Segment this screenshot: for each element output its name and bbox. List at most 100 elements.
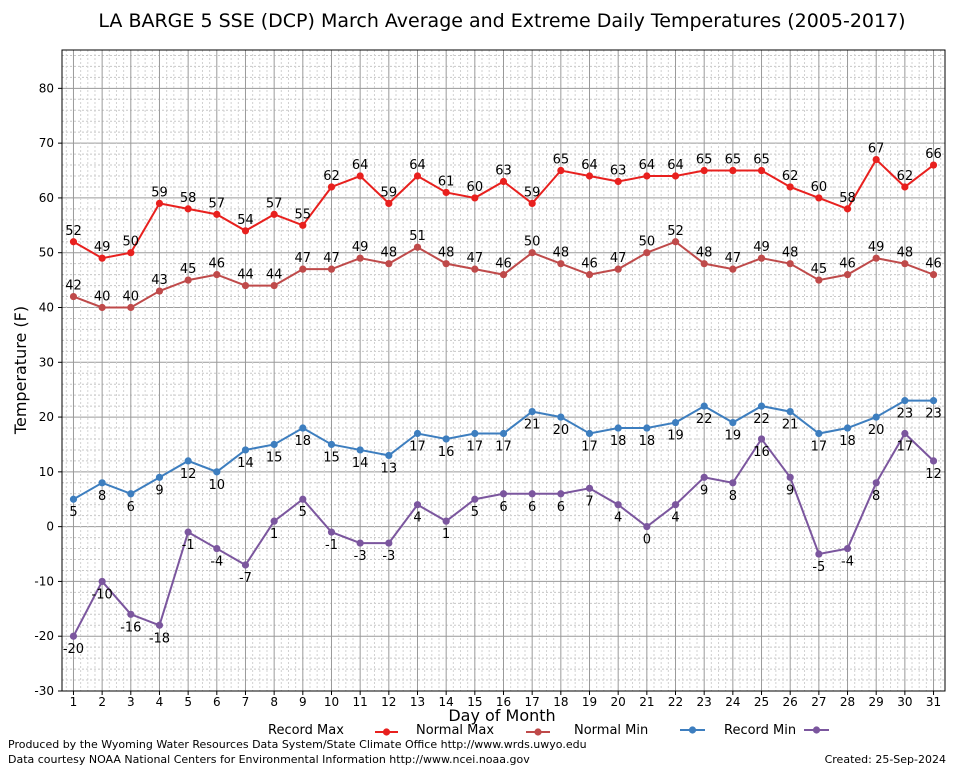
x-tick-label: 29 [869,695,884,709]
x-tick-label: 25 [754,695,769,709]
data-label: 48 [696,246,713,261]
data-point [528,249,536,257]
data-label: 14 [352,456,369,471]
data-point [442,435,450,443]
data-label: 8 [729,489,737,504]
data-point [327,265,336,273]
data-label: 54 [237,213,254,228]
data-label: 65 [753,153,770,168]
data-label: 65 [725,153,742,168]
y-tick-label: 0 [46,520,54,534]
data-label: 64 [581,158,598,173]
data-point [499,429,508,438]
data-point [643,249,651,257]
data-point [127,610,135,618]
x-tick-label: 3 [127,695,135,709]
data-label: 50 [524,235,541,250]
x-tick-label: 24 [725,695,740,709]
data-point [757,402,766,410]
x-tick-label: 7 [242,695,250,709]
data-point [872,479,880,487]
data-point [184,205,192,213]
data-label: 47 [610,251,627,266]
data-label: -10 [92,587,113,602]
data-point [213,210,221,218]
legend-label: Record Min [724,723,796,738]
data-point [471,429,479,438]
data-label: 4 [671,511,679,526]
series-normal-max: 42 40 40 43 45 46 44 44 47 47 49 48 51 48 47 46 50 48 46 47… [65,224,942,312]
x-tick-label: 22 [668,695,683,709]
data-point [872,254,880,262]
data-point [729,166,737,175]
data-point [413,501,422,509]
data-point [98,303,106,312]
data-label: 16 [438,445,455,460]
data-point [442,260,450,268]
data-label: 47 [323,251,340,266]
x-tick-label: 15 [467,695,482,709]
data-point [643,424,651,432]
data-point [127,249,135,257]
data-point [786,260,794,268]
data-label: 43 [151,273,168,288]
data-point [213,468,221,476]
data-label: 52 [65,224,82,239]
x-axis-label: Day of Month [448,706,555,725]
data-label: 64 [639,158,656,173]
data-label: 12 [925,467,942,482]
legend-swatch-marker [688,726,697,734]
y-tick-label: -10 [34,574,54,588]
data-point [69,632,78,640]
data-label: 48 [381,246,398,261]
data-label: 66 [925,147,942,162]
data-label: 17 [409,440,426,455]
data-point [385,199,393,208]
data-point [757,435,766,443]
data-label: 44 [237,268,254,283]
data-label: 63 [610,163,627,178]
data-point [241,227,250,235]
data-point [69,495,78,503]
x-tick-label: 6 [213,695,221,709]
data-label: 17 [467,440,484,455]
y-tick-label: 30 [39,355,54,369]
data-point [270,281,278,290]
data-label: 46 [209,257,226,272]
data-point [614,501,622,509]
data-point [643,172,651,180]
x-tick-label: 23 [697,695,712,709]
y-tick-label: -20 [34,629,54,643]
data-label: 10 [209,478,226,493]
data-label: -18 [149,631,170,646]
data-label: -20 [63,642,84,657]
grid [62,50,945,691]
data-label: 65 [696,153,713,168]
data-point [356,539,364,547]
data-label: 59 [151,185,168,200]
y-tick-label: 60 [39,191,54,205]
x-tick-label: 4 [156,695,164,709]
data-point [700,402,708,410]
x-tick-label: 8 [270,695,278,709]
data-point [901,397,909,405]
data-label: 47 [467,251,484,266]
data-point [729,265,737,273]
data-point [929,397,938,405]
data-label: 52 [667,224,684,239]
data-label: 14 [237,456,254,471]
data-label: 17 [495,440,512,455]
data-point [643,523,651,531]
data-label: 9 [700,483,708,498]
data-point [69,238,78,246]
data-point [499,177,508,186]
y-tick-label: 20 [39,410,54,424]
data-point [241,561,250,569]
series-normal-min: 5 8 6 9 12 10 14 15 18 15 14 13 17 16 17 17 21 20 17 18 18 19… [69,397,942,520]
data-label: 48 [438,246,455,261]
data-point [786,407,794,416]
data-label: 13 [381,461,398,476]
data-label: 21 [524,418,541,433]
data-point [385,451,393,460]
footer-produced-by: Produced by the Wyoming Water Resources … [8,738,587,751]
